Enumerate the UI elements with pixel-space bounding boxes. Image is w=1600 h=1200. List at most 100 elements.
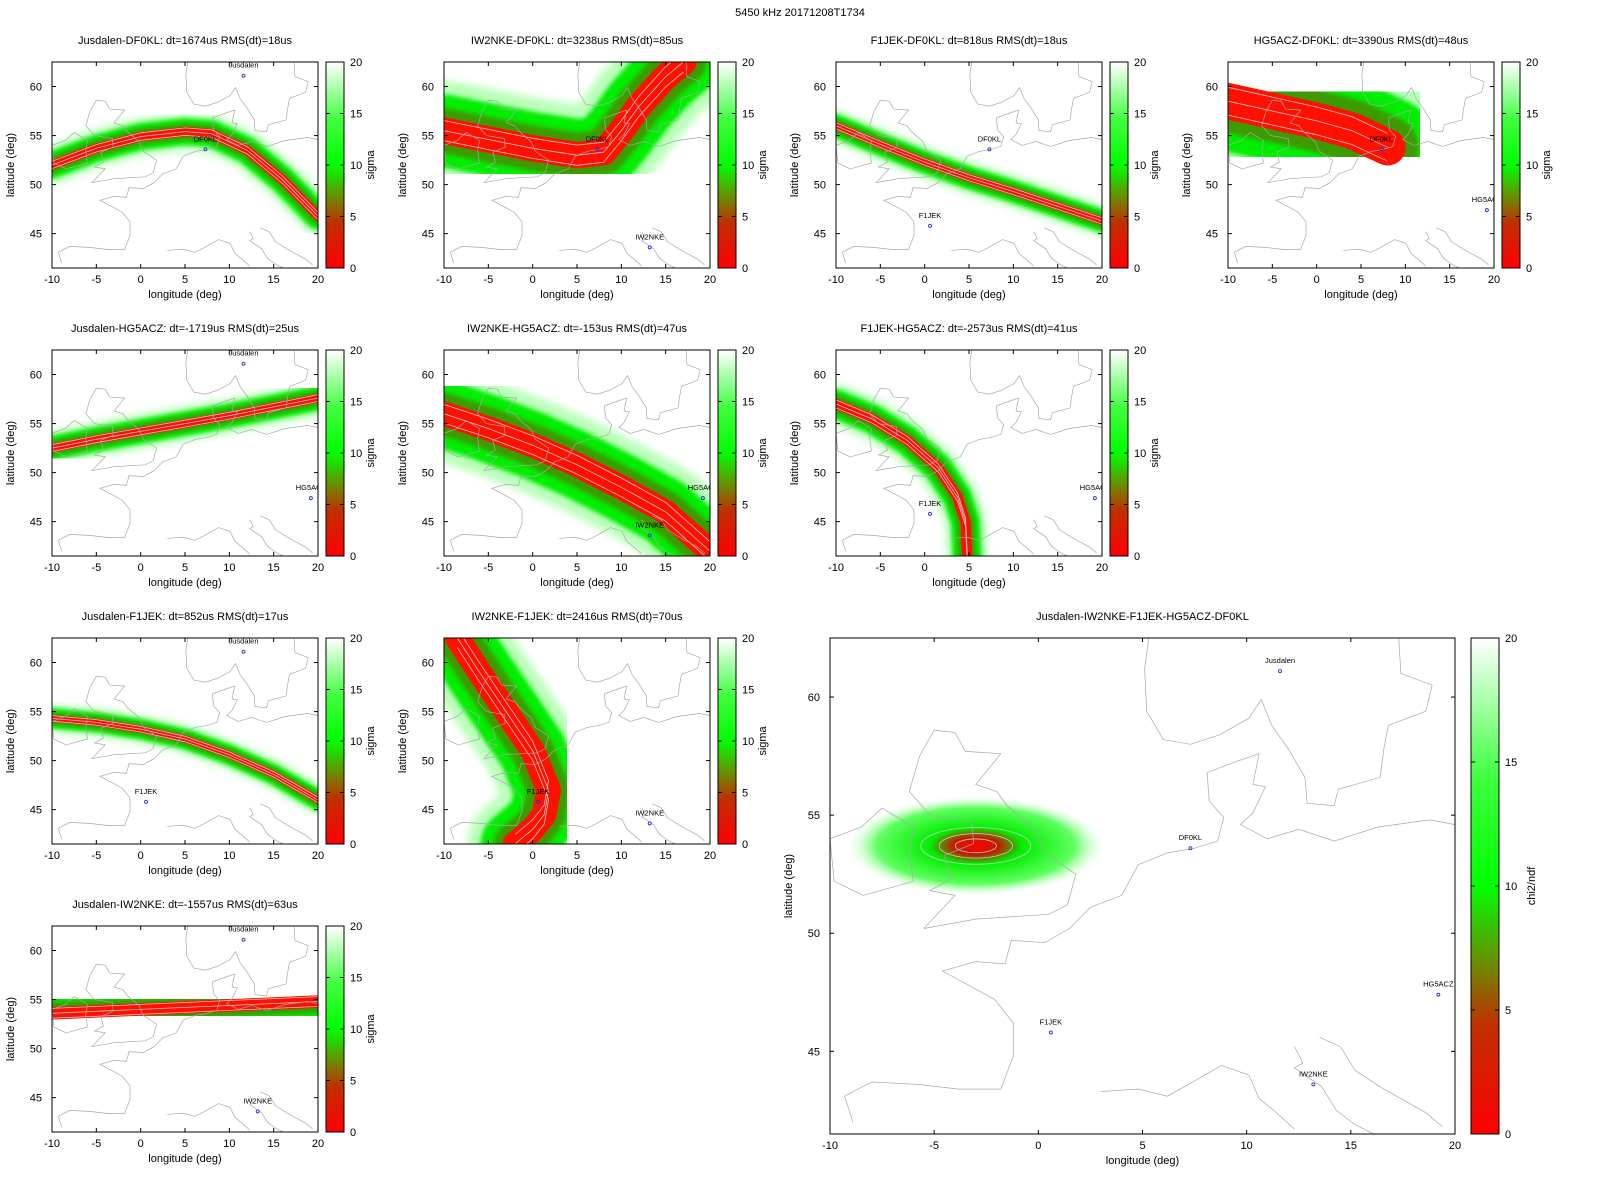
- y-axis-label: latitude (deg): [397, 709, 409, 773]
- contour-line: [52, 127, 318, 213]
- coastline: [578, 662, 633, 683]
- coastline: [57, 246, 125, 264]
- x-tick-label: 10: [1399, 274, 1411, 286]
- coastline: [449, 822, 517, 840]
- coastline: [444, 708, 480, 746]
- contour-ellipse: [938, 833, 1013, 859]
- contour-line: [444, 413, 710, 552]
- coastline: [260, 515, 313, 554]
- station-marker: [928, 511, 932, 516]
- x-tick-label: 15: [1052, 562, 1064, 574]
- coastline: [490, 397, 710, 538]
- coastline: [85, 99, 158, 184]
- colorbar-tick-label: 10: [1505, 881, 1517, 893]
- colorbar-label: sigma: [757, 725, 769, 755]
- colorbar-tick-label: 10: [742, 160, 754, 172]
- x-tick-label: 10: [615, 562, 627, 574]
- x-tick-label: -10: [436, 850, 452, 862]
- y-tick-label: 45: [1206, 229, 1218, 241]
- colorbar-tick-label: 0: [1505, 1129, 1511, 1141]
- station-label: HG5ACZ: [1472, 195, 1503, 204]
- station-label: IW2NKE: [635, 232, 664, 241]
- coastline: [57, 822, 125, 840]
- colorbar-tick-label: 20: [742, 633, 754, 645]
- x-tick-label: 20: [312, 1138, 324, 1150]
- y-tick-label: 50: [808, 928, 820, 940]
- coastline: [1261, 99, 1334, 184]
- y-tick-label: 45: [30, 229, 42, 241]
- x-tick-label: 5: [574, 850, 580, 862]
- y-tick-label: 50: [422, 756, 434, 768]
- coastline: [186, 662, 241, 683]
- coastline: [57, 1110, 125, 1128]
- colorbar-tick-label: 10: [350, 160, 362, 172]
- contour-ellipse: [954, 838, 997, 854]
- station-label: F1JEK: [1040, 1017, 1063, 1026]
- coastline: [951, 527, 1034, 555]
- y-tick-label: 45: [422, 229, 434, 241]
- station-marker: [928, 223, 932, 228]
- coastline: [239, 62, 309, 132]
- colorbar-tick-label: 20: [1134, 345, 1146, 357]
- coastline: [1228, 132, 1264, 170]
- y-tick-label: 45: [30, 805, 42, 817]
- coastline: [477, 387, 550, 472]
- x-tick-label: 5: [1139, 1140, 1145, 1152]
- coastline: [249, 231, 284, 268]
- x-tick-label: 0: [1035, 1140, 1041, 1152]
- coastline: [449, 534, 517, 552]
- y-tick-label: 50: [30, 468, 42, 480]
- panel-title: F1JEK-HG5ACZ: dt=-2573us RMS(dt)=41us: [860, 323, 1078, 335]
- station-marker: [203, 147, 208, 152]
- colorbar-tick-label: 10: [742, 736, 754, 748]
- colorbar-tick-label: 0: [350, 263, 356, 275]
- station-marker: [241, 73, 246, 78]
- station-marker: [595, 147, 600, 152]
- colorbar-label: sigma: [1541, 149, 1553, 179]
- x-tick-label: -5: [483, 274, 493, 286]
- panel-title: IW2NKE-F1JEK: dt=2416us RMS(dt)=70us: [472, 611, 683, 623]
- x-tick-label: 5: [182, 274, 188, 286]
- y-axis-label: latitude (deg): [5, 997, 17, 1061]
- coastline: [85, 387, 158, 472]
- colorbar-tick-label: 15: [350, 109, 362, 121]
- colorbar-tick-label: 10: [350, 448, 362, 460]
- y-tick-label: 50: [422, 180, 434, 192]
- figure-title: 5450 kHz 20171208T1734: [735, 7, 865, 19]
- coastline: [841, 534, 909, 552]
- station-marker: [700, 496, 705, 501]
- coastline: [559, 527, 642, 555]
- station-marker: [255, 1109, 260, 1114]
- coastline: [559, 239, 642, 267]
- coastline: [844, 1081, 1001, 1123]
- coastline: [969, 350, 973, 381]
- colorbar-tick-label: 0: [742, 263, 748, 275]
- x-tick-label: 20: [704, 274, 716, 286]
- coastline: [1436, 227, 1489, 266]
- y-tick-label: 50: [30, 180, 42, 192]
- coastline: [52, 420, 88, 458]
- colorbar-tick-label: 10: [1134, 160, 1146, 172]
- station-label: DF0KL: [1179, 833, 1202, 842]
- y-axis-label: latitude (deg): [783, 854, 795, 918]
- coastline: [1023, 62, 1093, 132]
- coastline: [1425, 231, 1460, 268]
- y-tick-label: 50: [814, 468, 826, 480]
- x-tick-label: -10: [828, 562, 844, 574]
- coastline: [1044, 515, 1097, 554]
- coastline: [1343, 239, 1426, 267]
- x-tick-label: 20: [1096, 562, 1108, 574]
- contour-line: [836, 407, 968, 556]
- x-tick-label: 0: [530, 850, 536, 862]
- coastline: [477, 99, 550, 184]
- station-label: DF0KL: [586, 134, 609, 143]
- station-marker: [987, 147, 992, 152]
- coastline: [1271, 638, 1433, 807]
- coastline: [167, 239, 250, 267]
- panel-title: IW2NKE-DF0KL: dt=3238us RMS(dt)=85us: [471, 35, 684, 47]
- x-tick-label: 15: [268, 562, 280, 574]
- panel-title: HG5ACZ-DF0KL: dt=3390us RMS(dt)=48us: [1254, 35, 1469, 47]
- x-tick-label: 0: [530, 274, 536, 286]
